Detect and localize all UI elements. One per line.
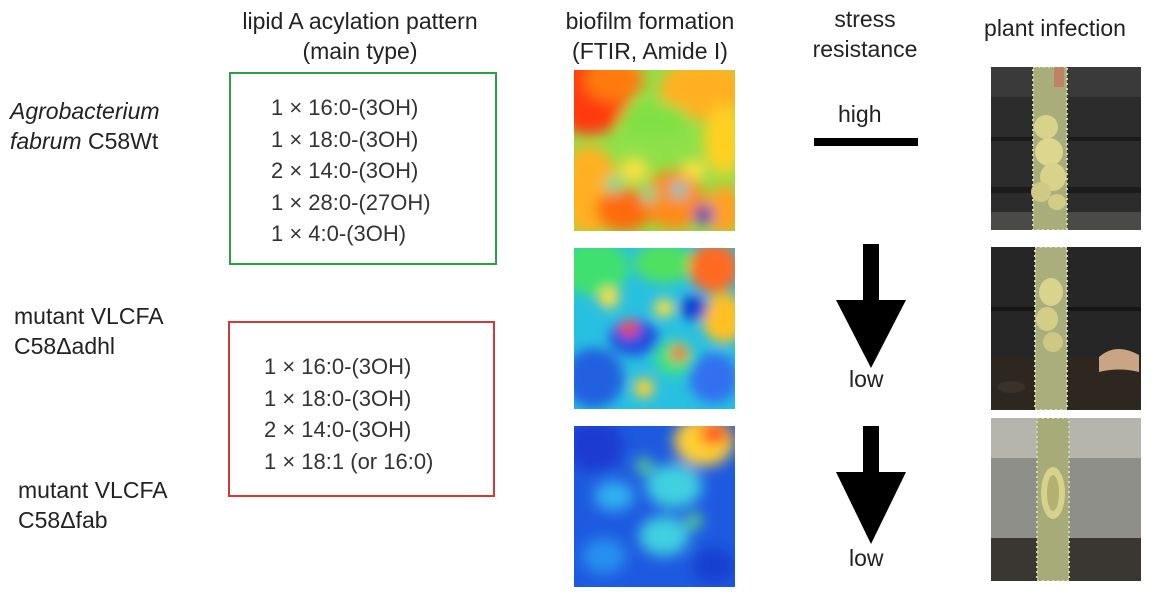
- strain-adhl-line1: mutant VLCFA: [14, 303, 164, 329]
- strain-id: C58Wt: [87, 128, 159, 154]
- stress-label-low-fab: low: [849, 545, 884, 571]
- header-stress-line1: stress: [834, 6, 896, 32]
- arrow-down-icon: [836, 244, 906, 368]
- plant-photo-fab: [991, 418, 1141, 581]
- strain-species: fabrum: [10, 128, 82, 154]
- header-stress: stress resistance: [790, 4, 940, 64]
- strain-adhl: mutant VLCFA C58Δadhl: [14, 301, 164, 361]
- stress-label-high: high: [838, 101, 882, 127]
- header-biofilm-line1: biofilm formation: [565, 8, 735, 34]
- strain-adhl-line2: C58Δadhl: [14, 333, 116, 359]
- lipid-box-wildtype: 1 × 16:0-(3OH) 1 × 18:0-(3OH) 2 × 14:0-(…: [229, 72, 497, 265]
- plant-photo-wildtype: [991, 67, 1141, 230]
- header-stress-line2: resistance: [812, 36, 918, 62]
- stress-level-bar: [814, 138, 918, 146]
- lipid-box-mutants: 1 × 16:0-(3OH) 1 × 18:0-(3OH) 2 × 14:0-(…: [228, 321, 495, 497]
- arrow-down-icon: [836, 426, 906, 544]
- strain-fab: mutant VLCFA C58Δfab: [18, 475, 168, 535]
- lipid-chain: 1 × 4:0-(3OH): [271, 221, 407, 246]
- header-plant: plant infection: [984, 15, 1126, 41]
- lipid-chain: 1 × 16:0-(3OH): [264, 354, 412, 379]
- lipid-chain: 1 × 16:0-(3OH): [271, 95, 419, 120]
- header-lipid-line1: lipid A acylation pattern: [242, 8, 478, 34]
- plant-photo-adhl: [991, 247, 1141, 410]
- lipid-chain: 1 × 18:0-(3OH): [264, 385, 412, 411]
- header-lipid-line2: (main type): [302, 38, 418, 64]
- lipid-chain: 1 × 18:1 (or 16:0): [264, 448, 434, 474]
- biofilm-heatmap-wildtype: [574, 70, 735, 231]
- stress-label-low-adhl: low: [849, 366, 884, 392]
- lipid-chain: 2 × 14:0-(3OH): [264, 417, 412, 442]
- header-biofilm-line2: (FTIR, Amide I): [572, 38, 728, 64]
- lipid-chain: 2 × 14:0-(3OH): [271, 158, 419, 183]
- biofilm-heatmap-fab: [574, 426, 735, 587]
- header-biofilm: biofilm formation (FTIR, Amide I): [540, 6, 760, 66]
- strain-wildtype: Agrobacterium fabrum C58Wt: [10, 96, 160, 156]
- lipid-list-mutants: 1 × 16:0-(3OH) 1 × 18:0-(3OH) 2 × 14:0-(…: [264, 351, 433, 477]
- lipid-chain: 1 × 18:0-(3OH): [271, 126, 419, 152]
- header-lipid: lipid A acylation pattern (main type): [205, 6, 515, 66]
- strain-genus: Agrobacterium: [10, 98, 160, 124]
- lipid-list-wildtype: 1 × 16:0-(3OH) 1 × 18:0-(3OH) 2 × 14:0-(…: [271, 92, 431, 250]
- strain-fab-line2: C58Δfab: [18, 507, 108, 533]
- strain-fab-line1: mutant VLCFA: [18, 477, 168, 503]
- biofilm-heatmap-adhl: [574, 248, 735, 409]
- lipid-chain: 1 × 28:0-(27OH): [271, 189, 431, 215]
